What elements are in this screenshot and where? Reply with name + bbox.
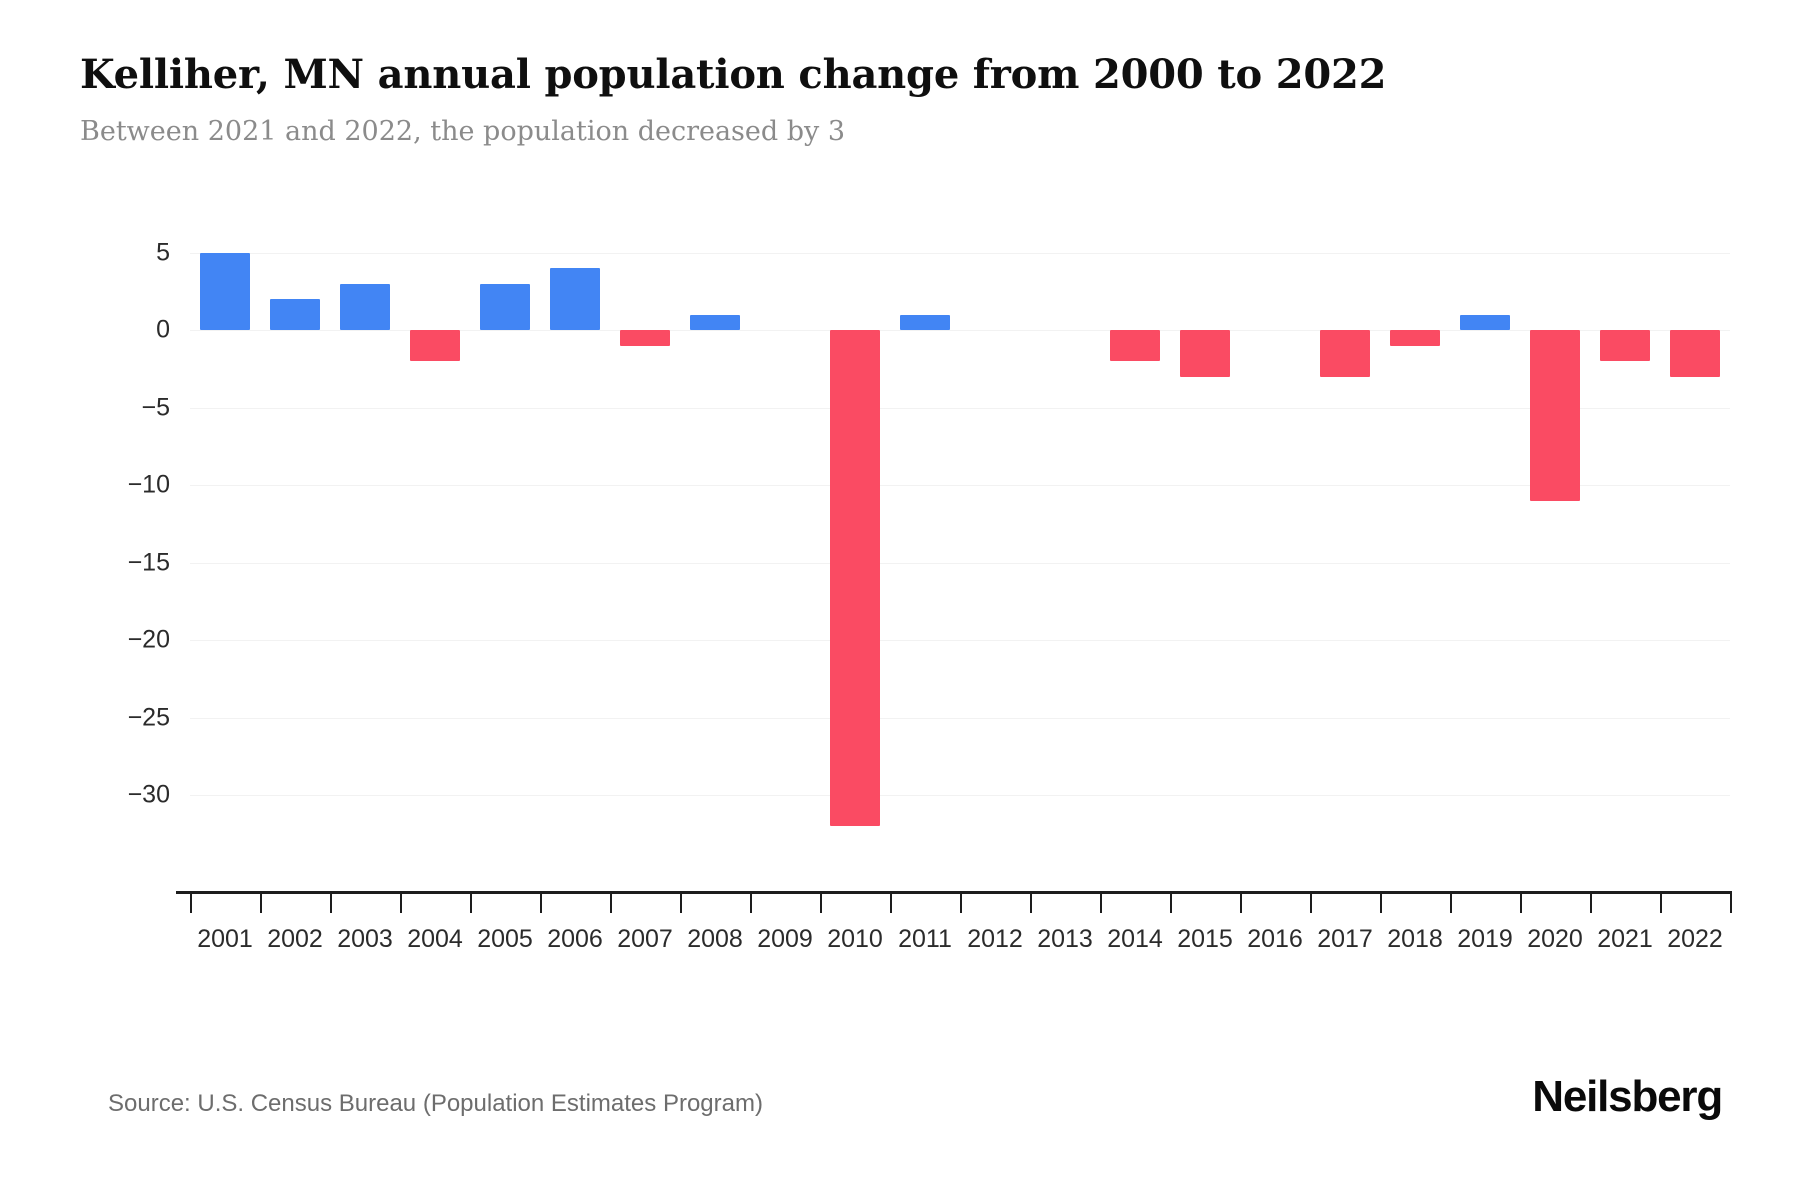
y-axis-tick-label: −25 xyxy=(127,703,170,731)
x-axis-tick-label: 2009 xyxy=(757,925,813,953)
gridline xyxy=(190,485,1730,486)
gridline xyxy=(190,640,1730,641)
bar-2001[interactable] xyxy=(199,252,251,330)
bar-2004[interactable] xyxy=(409,330,461,361)
x-axis-tick-label: 2007 xyxy=(617,925,673,953)
gridline xyxy=(190,407,1730,409)
x-axis-tick xyxy=(1450,891,1452,913)
bar-2007[interactable] xyxy=(619,330,671,346)
x-axis-tick-label: 2013 xyxy=(1037,925,1093,953)
x-axis-tick xyxy=(400,891,402,913)
x-axis-tick xyxy=(610,891,612,913)
bar-2022[interactable] xyxy=(1669,330,1721,377)
x-axis-tick xyxy=(1590,891,1592,913)
gridline xyxy=(190,330,1730,331)
x-axis-tick xyxy=(1170,891,1172,913)
gridline xyxy=(190,562,1730,564)
x-axis-tick-label: 2012 xyxy=(967,925,1023,953)
x-axis-tick xyxy=(680,891,682,913)
x-axis-tick-label: 2004 xyxy=(407,925,463,953)
gridline xyxy=(190,252,1730,254)
x-axis-tick xyxy=(330,891,332,913)
x-axis-tick-label: 2022 xyxy=(1667,925,1723,953)
y-axis-tick-label: −30 xyxy=(127,780,170,809)
bar-2019[interactable] xyxy=(1459,314,1511,330)
gridline xyxy=(190,717,1730,719)
y-axis-tick-label: −15 xyxy=(127,548,170,576)
x-axis-tick-label: 2008 xyxy=(687,925,743,953)
bar-2017[interactable] xyxy=(1319,330,1371,377)
x-axis-tick-label: 2002 xyxy=(267,925,323,953)
brand-logo: Neilsberg xyxy=(1532,1072,1723,1121)
x-axis-tick xyxy=(1310,891,1312,913)
x-axis-tick xyxy=(820,891,822,913)
x-axis-tick-label: 2010 xyxy=(827,925,883,953)
x-axis-tick xyxy=(1240,891,1242,913)
y-axis-tick-label: 0 xyxy=(156,315,170,344)
x-axis-tick xyxy=(1520,891,1522,913)
y-axis-tick-label: −5 xyxy=(141,393,170,421)
bar-2003[interactable] xyxy=(339,283,391,330)
bar-2015[interactable] xyxy=(1179,330,1231,377)
x-axis-tick-label: 2019 xyxy=(1457,925,1513,953)
x-axis-tick xyxy=(260,891,262,913)
x-axis-tick-label: 2018 xyxy=(1387,925,1443,953)
bar-2020[interactable] xyxy=(1529,330,1581,501)
x-axis-tick xyxy=(540,891,542,913)
x-axis-tick xyxy=(750,891,752,913)
bar-2011[interactable] xyxy=(899,314,951,330)
x-axis-tick-label: 2014 xyxy=(1107,925,1163,953)
x-axis-tick-label: 2021 xyxy=(1597,925,1653,953)
x-axis-tick xyxy=(190,891,192,913)
y-axis-tick-label: −20 xyxy=(127,625,170,654)
y-axis-tick-label: −10 xyxy=(127,470,170,499)
page-title: Kelliher, MN annual population change fr… xyxy=(80,51,1387,98)
x-axis-tick-label: 2015 xyxy=(1177,925,1233,953)
bar-2010[interactable] xyxy=(829,330,881,826)
x-axis-tick xyxy=(890,891,892,913)
x-axis-tick xyxy=(1380,891,1382,913)
x-axis-tick xyxy=(1730,891,1732,913)
x-axis-tick-label: 2006 xyxy=(547,925,603,953)
y-axis-tick-label: 5 xyxy=(156,238,170,266)
gridline xyxy=(190,795,1730,796)
x-axis-line xyxy=(176,891,1732,894)
x-axis-tick xyxy=(1030,891,1032,913)
x-axis-tick xyxy=(1100,891,1102,913)
bar-2014[interactable] xyxy=(1109,330,1161,361)
x-axis-tick-label: 2001 xyxy=(197,925,253,953)
x-axis-tick-label: 2016 xyxy=(1247,925,1303,953)
bar-2002[interactable] xyxy=(269,299,321,330)
x-axis-tick xyxy=(470,891,472,913)
x-axis-tick-label: 2003 xyxy=(337,925,393,953)
bar-2006[interactable] xyxy=(549,268,601,330)
x-axis-tick-label: 2005 xyxy=(477,925,533,953)
x-axis-tick xyxy=(1660,891,1662,913)
bar-2021[interactable] xyxy=(1599,330,1651,361)
chart-header: Kelliher, MN annual population change fr… xyxy=(80,52,1720,148)
source-note: Source: U.S. Census Bureau (Population E… xyxy=(108,1090,763,1117)
x-axis-tick-label: 2020 xyxy=(1527,925,1583,953)
bar-2018[interactable] xyxy=(1389,330,1441,346)
x-axis-tick xyxy=(960,891,962,913)
bar-2005[interactable] xyxy=(479,283,531,330)
x-axis-tick-label: 2017 xyxy=(1317,925,1373,953)
x-axis-tick-label: 2011 xyxy=(898,925,952,953)
bar-2008[interactable] xyxy=(689,314,741,330)
chart-subtitle: Between 2021 and 2022, the population de… xyxy=(80,116,846,147)
